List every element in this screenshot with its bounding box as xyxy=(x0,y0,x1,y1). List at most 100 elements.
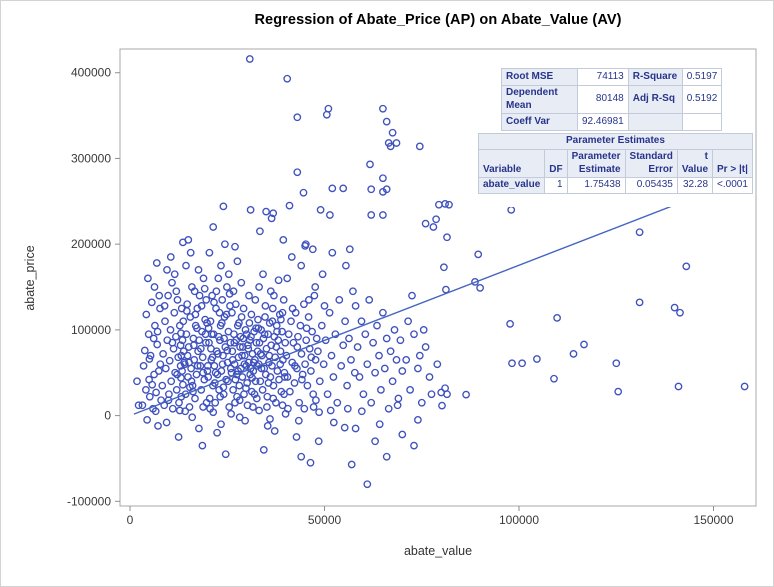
scatter-point xyxy=(190,287,199,296)
y-tick-label: 400000 xyxy=(71,66,111,80)
scatter-point xyxy=(270,427,279,435)
scatter-point xyxy=(210,298,218,307)
scatter-point xyxy=(317,321,326,330)
scatter-point xyxy=(219,383,228,392)
scatter-point xyxy=(402,356,411,364)
scatter-point xyxy=(174,433,183,441)
scatter-point xyxy=(206,317,215,326)
scatter-point xyxy=(248,374,256,382)
scatter-point xyxy=(195,336,204,345)
scatter-point xyxy=(269,394,278,403)
scatter-point xyxy=(169,344,178,353)
scatter-point xyxy=(168,404,177,413)
scatter-point xyxy=(245,336,254,345)
scatter-point xyxy=(323,390,332,399)
scatter-point xyxy=(205,394,214,403)
scatter-point xyxy=(398,430,407,439)
scatter-point xyxy=(357,317,366,326)
scatter-point xyxy=(143,416,151,424)
scatter-point xyxy=(379,211,387,219)
scatter-point xyxy=(252,338,261,347)
scatter-point xyxy=(345,334,353,343)
scatter-point xyxy=(160,302,169,310)
scatter-point xyxy=(258,386,267,394)
scatter-point xyxy=(306,458,315,467)
scatter-point xyxy=(340,423,349,432)
scatter-point xyxy=(263,403,271,411)
scatter-point xyxy=(375,351,383,360)
scatter-point xyxy=(614,387,623,396)
scatter-point xyxy=(154,422,162,430)
scatter-point xyxy=(363,480,372,489)
scatter-point xyxy=(293,343,302,351)
scatter-point xyxy=(179,238,187,247)
scatter-point xyxy=(319,360,328,369)
scatter-point xyxy=(327,351,336,360)
column-header: DF xyxy=(544,149,568,178)
scatter-point xyxy=(211,398,220,407)
scatter-point xyxy=(682,262,691,271)
scatter-point xyxy=(185,358,193,367)
scatter-point xyxy=(550,374,558,383)
scatter-point xyxy=(382,452,391,461)
scatter-point xyxy=(363,360,372,369)
scatter-point xyxy=(168,338,177,347)
scatter-point xyxy=(217,261,225,270)
table-row: Root MSE 74113 R-Square 0.5197 xyxy=(501,68,723,86)
scatter-point xyxy=(210,379,219,387)
scatter-point xyxy=(264,379,273,387)
scatter-point xyxy=(254,324,263,333)
scatter-point xyxy=(235,319,243,327)
scatter-point xyxy=(211,368,220,377)
scatter-point xyxy=(240,351,249,360)
scatter-point xyxy=(195,424,203,433)
scatter-point xyxy=(216,392,225,401)
scatter-point xyxy=(153,327,162,336)
scatter-point xyxy=(373,321,381,330)
scatter-point xyxy=(270,291,278,300)
scatter-point xyxy=(339,184,348,193)
pvalue-cell: <.0001 xyxy=(712,177,753,194)
scatter-point xyxy=(386,347,395,356)
scatter-point xyxy=(293,168,302,177)
scatter-point xyxy=(256,227,264,236)
scatter-point xyxy=(251,296,260,304)
table-title: Parameter Estimates xyxy=(478,133,753,150)
scatter-point xyxy=(221,450,230,459)
stat-value: 0.5197 xyxy=(681,68,723,86)
scatter-point xyxy=(297,452,306,461)
scatter-point xyxy=(508,359,516,368)
scatter-point xyxy=(417,398,426,407)
scatter-point xyxy=(274,276,283,285)
scatter-point xyxy=(183,300,192,309)
scatter-point xyxy=(674,382,683,391)
scatter-point xyxy=(194,266,203,274)
x-tick-label: 0 xyxy=(127,513,134,527)
scatter-point xyxy=(196,344,205,353)
scatter-point xyxy=(181,390,190,399)
scatter-point xyxy=(172,332,180,341)
x-tick-label: 100000 xyxy=(499,513,539,527)
scatter-point xyxy=(155,291,164,300)
scatter-point xyxy=(259,270,267,279)
scatter-point xyxy=(355,373,364,381)
scatter-point xyxy=(159,350,167,358)
variable-cell: abate_value xyxy=(477,177,546,194)
scatter-point xyxy=(235,413,244,422)
scatter-point xyxy=(427,390,436,399)
scatter-point xyxy=(202,296,211,304)
scatter-point xyxy=(210,362,219,370)
scatter-point xyxy=(235,381,244,390)
scatter-point xyxy=(612,359,621,368)
scatter-point xyxy=(286,387,294,396)
scatter-point xyxy=(394,394,403,403)
scatter-point xyxy=(242,384,250,393)
scatter-point xyxy=(170,270,179,279)
scatter-point xyxy=(184,343,193,351)
scatter-point xyxy=(196,362,205,370)
scatter-point xyxy=(298,370,307,379)
scatter-point xyxy=(151,321,159,330)
scatter-point xyxy=(309,390,318,399)
scatter-point xyxy=(134,401,143,410)
scatter-point xyxy=(145,355,154,363)
